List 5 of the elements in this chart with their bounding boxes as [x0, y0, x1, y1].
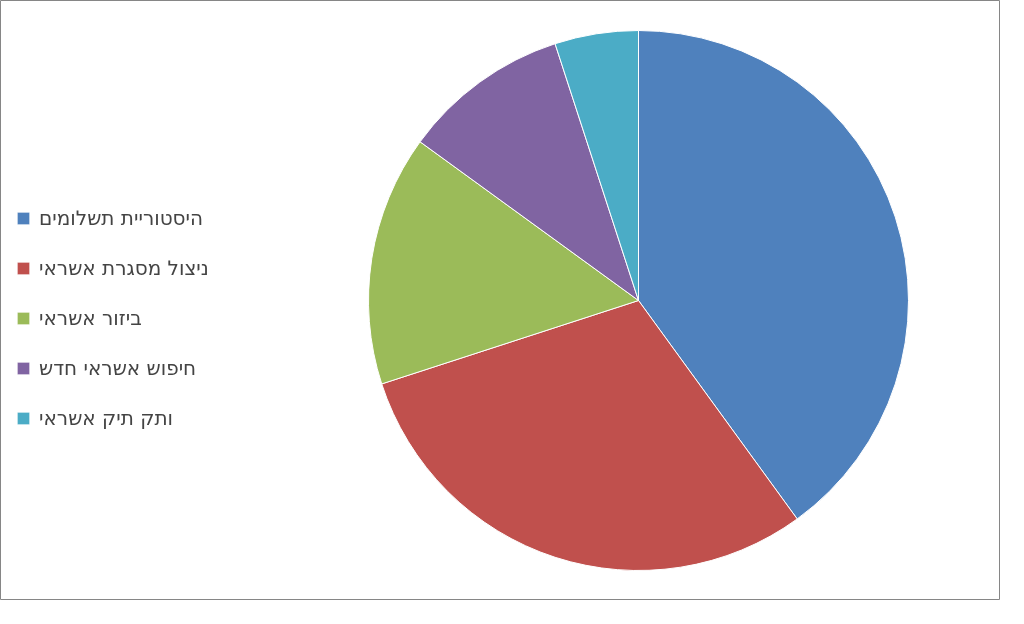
legend-label: חיפוש אשראי חדש — [39, 356, 197, 380]
legend-label: ותק תיק אשראי — [39, 406, 173, 430]
legend-label: ניצול מסגרת אשראי — [39, 256, 209, 280]
legend-label: ביזור אשראי — [39, 306, 142, 330]
legend-label: היסטוריית תשלומים — [39, 206, 204, 230]
